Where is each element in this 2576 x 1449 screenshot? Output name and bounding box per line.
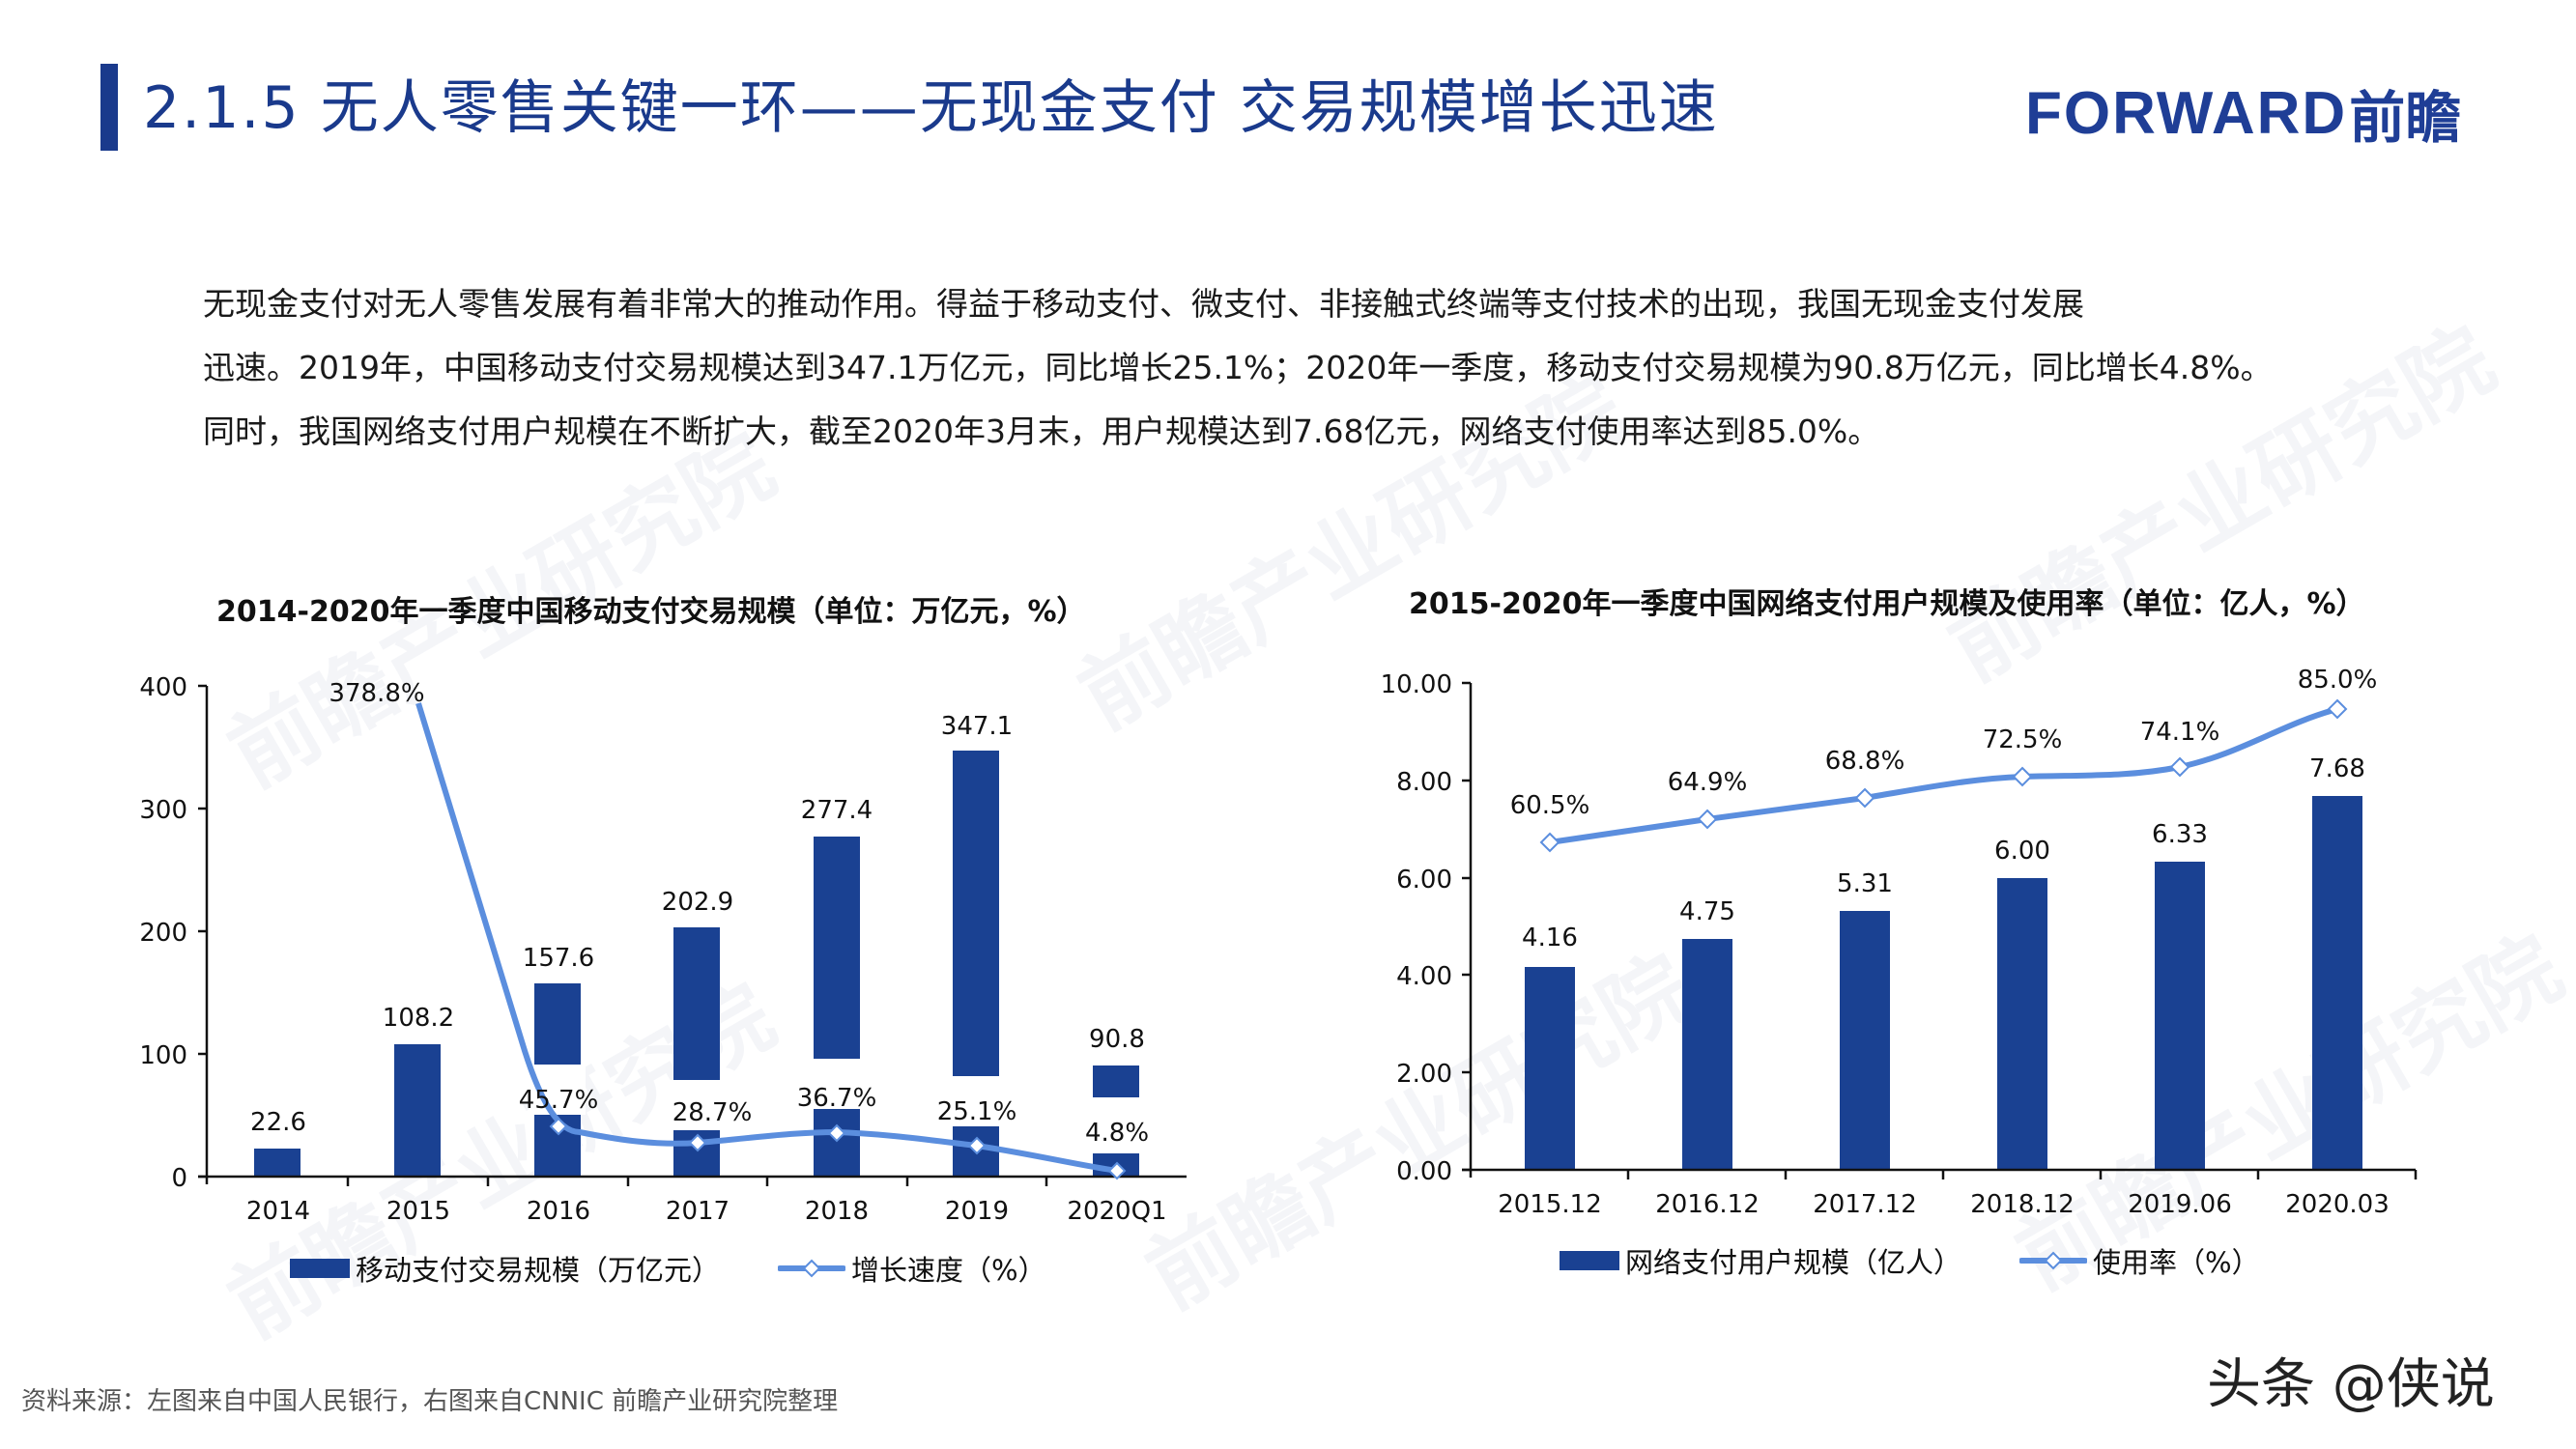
bar-label: 90.8 (1089, 1025, 1145, 1054)
x-tick-label: 2018 (805, 1197, 869, 1226)
y-tick-8: 8.00 (1396, 768, 1452, 797)
y-tick-2: 2.00 (1396, 1060, 1452, 1089)
forward-logo: FORWARD 前瞻 (2025, 79, 2461, 152)
intro-paragraph: 无现金支付对无人零售发展有着非常大的推动作用。得益于移动支付、微支付、非接触式终… (203, 272, 2396, 464)
x-tick-label: 2014 (246, 1197, 310, 1226)
line-label: 72.5% (1983, 725, 2063, 754)
usage-marker (1539, 832, 1560, 853)
legend-bar-label: 移动支付交易规模（万亿元） (356, 1254, 721, 1287)
logo-text: FORWARD (2025, 79, 2348, 147)
usage-rate-line (1549, 706, 2338, 845)
usage-marker (1697, 809, 1718, 830)
legend-line-swatch (778, 1259, 846, 1278)
bar-label: 4.75 (1679, 897, 1735, 926)
bar-label: 108.2 (383, 1004, 454, 1033)
legend-line-swatch (2019, 1251, 2088, 1270)
title-accent-bar (100, 64, 118, 151)
usage-marker (2012, 766, 2033, 787)
bar-label: 22.6 (250, 1108, 306, 1137)
bar-2014 (254, 1149, 301, 1177)
line-label: 4.8% (1085, 1119, 1149, 1148)
bar-2016-12 (1682, 939, 1732, 1170)
bar-label: 5.31 (1837, 869, 1893, 898)
x-tick-label: 2016.12 (1655, 1190, 1760, 1219)
bar-label: 7.68 (2309, 754, 2365, 783)
line-label: 36.7% (797, 1084, 877, 1113)
bar-2019-06 (2155, 862, 2205, 1170)
line-label: 60.5% (1510, 791, 1590, 820)
y-tick-400: 400 (139, 673, 187, 702)
line-label: 45.7% (519, 1086, 599, 1115)
y-tick-0: 0 (171, 1164, 187, 1193)
line-label: 25.1% (937, 1097, 1017, 1126)
left-chart-legend: 移动支付交易规模（万亿元） 增长速度（%） (290, 1248, 1046, 1289)
usage-marker (2327, 698, 2348, 720)
growth-rate-line (415, 702, 1118, 1174)
bar-label: 6.33 (2152, 820, 2208, 849)
right-chart-title: 2015-2020年一季度中国网络支付用户规模及使用率（单位：亿人，%） (1409, 587, 2365, 621)
legend-bar-label: 网络支付用户规模（亿人） (1625, 1246, 1962, 1279)
bar-label: 202.9 (662, 888, 733, 917)
legend-line-label: 使用率（%） (2093, 1246, 2260, 1279)
x-tick-label: 2020Q1 (1067, 1197, 1166, 1226)
growth-marker (967, 1136, 987, 1155)
bar-2017-12 (1840, 911, 1890, 1170)
x-tick-label: 2019 (945, 1197, 1009, 1226)
growth-marker (549, 1117, 568, 1136)
legend-line-label: 增长速度（%） (851, 1254, 1046, 1287)
line-label: 68.8% (1825, 747, 1905, 776)
logo-cn: 前瞻 (2349, 85, 2462, 151)
bar-label: 277.4 (801, 796, 873, 825)
paragraph-line-3: 同时，我国网络支付用户规模在不断扩大，截至2020年3月末，用户规模达到7.68… (203, 412, 1880, 450)
x-tick-label: 2017 (666, 1197, 730, 1226)
y-tick-100: 100 (139, 1041, 187, 1070)
legend-bar-swatch (290, 1259, 350, 1278)
source-note: 资料来源：左图来自中国人民银行，右图来自CNNIC 前瞻产业研究院整理 (21, 1387, 839, 1416)
line-label: 85.0% (2298, 666, 2378, 695)
x-tick-label: 2020.03 (2285, 1190, 2390, 1219)
bar-2015 (394, 1044, 441, 1177)
bar-2018 (814, 837, 860, 1177)
x-tick-label: 2019.06 (2128, 1190, 2232, 1219)
brand-watermark: 头条 @侠说 (2207, 1353, 2495, 1416)
growth-marker (688, 1133, 707, 1152)
x-tick-label: 2016 (527, 1197, 590, 1226)
usage-marker (1854, 787, 1875, 809)
bar-label: 4.16 (1522, 923, 1578, 952)
line-label: 74.1% (2140, 718, 2220, 747)
bar-label: 6.00 (1994, 837, 2050, 866)
bar-2020-03 (2312, 796, 2362, 1170)
line-label: 28.7% (673, 1098, 753, 1127)
y-tick-10: 10.00 (1381, 670, 1452, 699)
paragraph-line-1: 无现金支付对无人零售发展有着非常大的推动作用。得益于移动支付、微支付、非接触式终… (203, 285, 2084, 323)
x-tick-label: 2015 (386, 1197, 450, 1226)
bar-2015-12 (1525, 967, 1575, 1170)
x-tick-label: 2015.12 (1498, 1190, 1602, 1219)
y-tick-0: 0.00 (1396, 1157, 1452, 1186)
page-title: 2.1.5 无人零售关键一环——无现金支付 交易规模增长迅速 (143, 74, 1719, 142)
x-tick-label: 2017.12 (1813, 1190, 1917, 1219)
y-tick-6: 6.00 (1396, 866, 1452, 895)
growth-marker (1107, 1161, 1127, 1180)
legend-bar-swatch (1560, 1251, 1619, 1270)
x-tick-label: 2018.12 (1970, 1190, 2075, 1219)
y-tick-300: 300 (139, 796, 187, 825)
bar-label: 347.1 (941, 712, 1013, 741)
y-tick-200: 200 (139, 919, 187, 948)
usage-marker (2169, 756, 2190, 778)
y-tick-4: 4.00 (1396, 962, 1452, 991)
bar-2018-12 (1997, 878, 2047, 1170)
paragraph-line-2: 迅速。2019年，中国移动支付交易规模达到347.1万亿元，同比增长25.1%；… (203, 349, 2273, 386)
left-chart: 400 300 200 100 0 (139, 673, 1187, 1226)
line-label: 378.8% (329, 679, 424, 708)
right-chart-legend: 网络支付用户规模（亿人） 使用率（%） (1560, 1240, 2260, 1281)
right-chart: 10.00 8.00 6.00 4.00 2.00 0.00 4.16 4.75… (1381, 666, 2418, 1219)
growth-marker (827, 1123, 846, 1143)
left-chart-title: 2014-2020年一季度中国移动支付交易规模（单位：万亿元，%） (216, 595, 1086, 629)
bar-label: 157.6 (523, 944, 594, 973)
line-label: 64.9% (1668, 768, 1748, 797)
